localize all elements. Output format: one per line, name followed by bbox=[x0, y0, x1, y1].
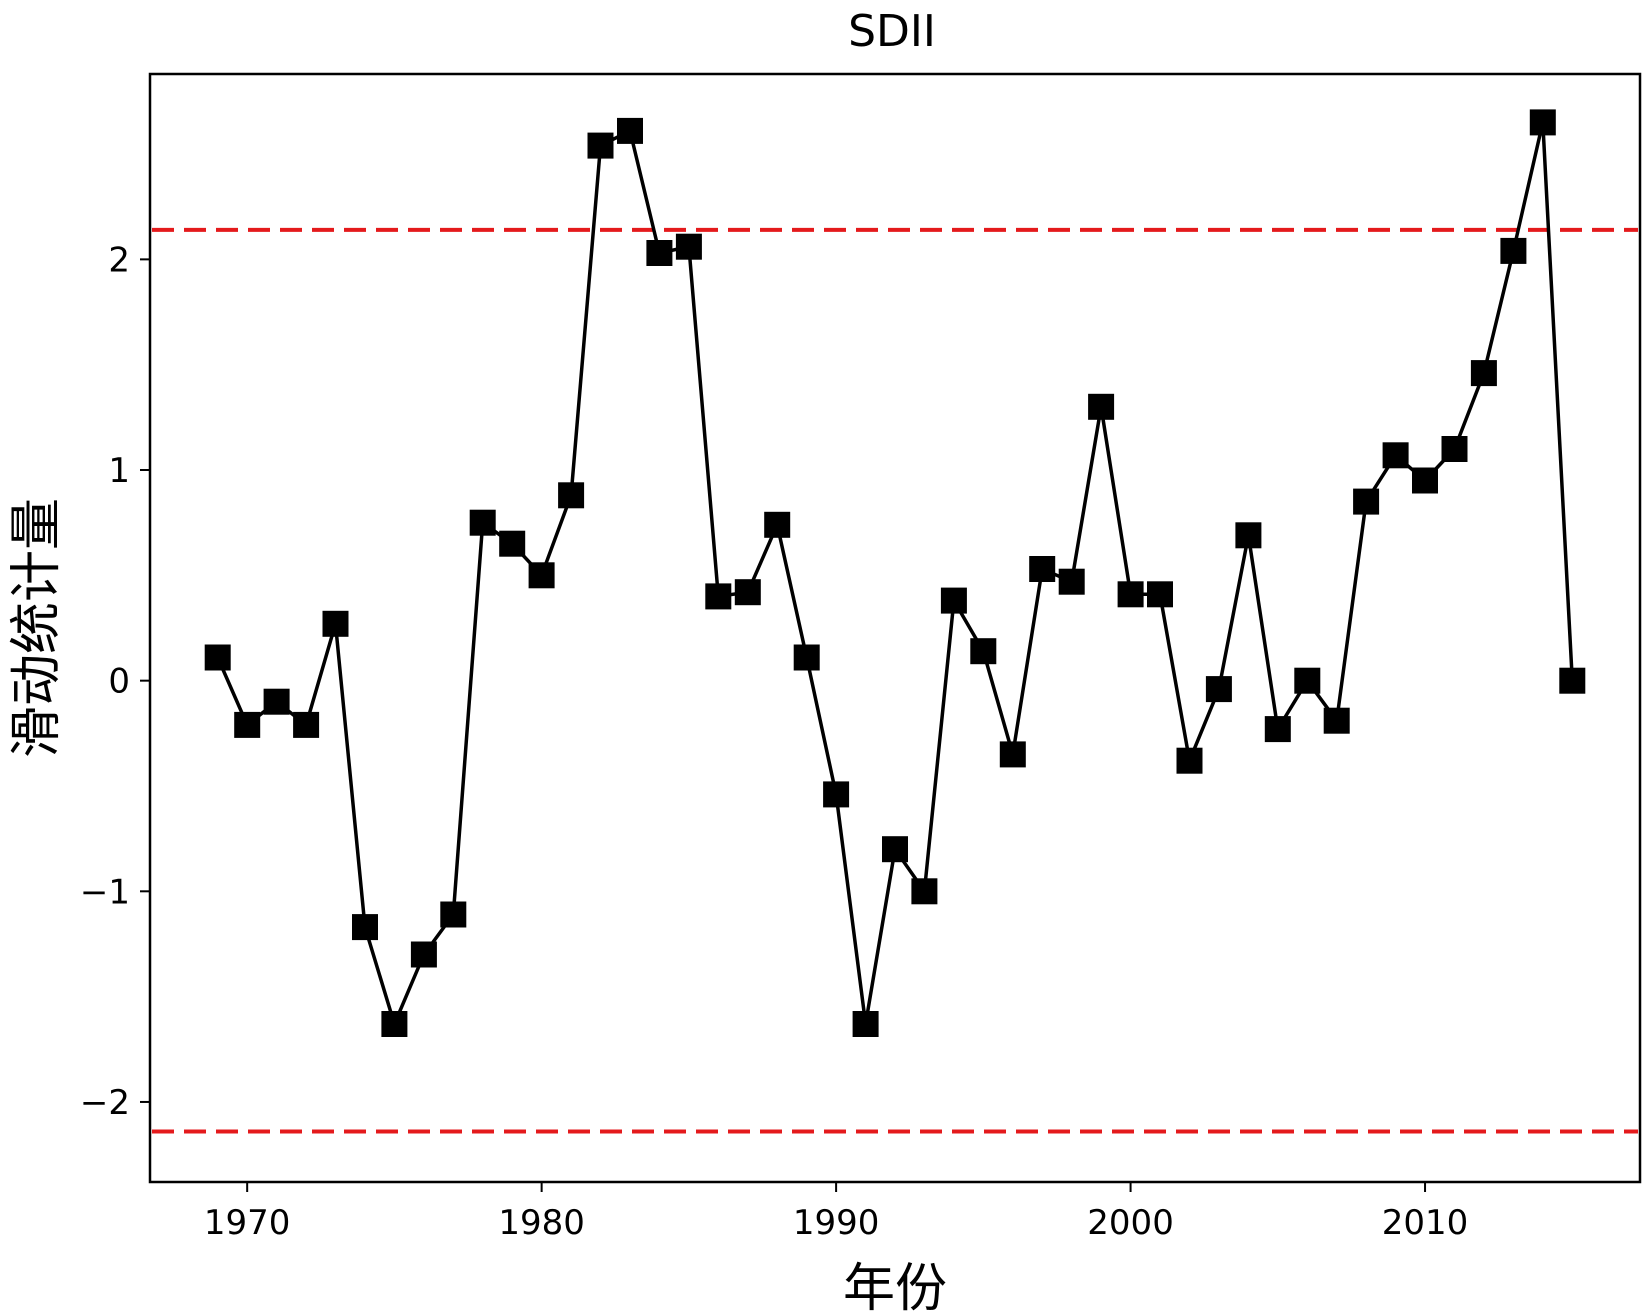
data-point-marker bbox=[1058, 568, 1085, 595]
data-point-marker bbox=[528, 562, 555, 589]
y-tick-label: 0 bbox=[108, 662, 130, 702]
data-point-marker bbox=[293, 711, 320, 738]
data-point-marker bbox=[499, 530, 526, 557]
data-point-marker bbox=[675, 233, 702, 260]
data-point-marker bbox=[970, 638, 997, 665]
x-tick-label: 2010 bbox=[1382, 1203, 1469, 1243]
data-point-marker bbox=[940, 587, 967, 614]
data-point-marker bbox=[1529, 109, 1556, 136]
data-point-marker bbox=[1235, 522, 1262, 549]
data-point-marker bbox=[617, 117, 643, 144]
data-point-marker bbox=[1559, 667, 1586, 694]
data-point-marker bbox=[469, 509, 496, 536]
x-axis-title: 年份 bbox=[843, 1259, 947, 1316]
data-point-marker bbox=[1205, 676, 1232, 703]
data-point-marker bbox=[587, 132, 614, 159]
data-point-marker bbox=[234, 711, 261, 738]
y-tick-label: 1 bbox=[108, 451, 130, 491]
x-tick-label: 1980 bbox=[498, 1203, 585, 1243]
data-point-marker bbox=[1441, 436, 1468, 462]
data-point-marker bbox=[322, 610, 349, 637]
data-point-marker bbox=[1382, 442, 1409, 469]
data-point-marker bbox=[734, 579, 761, 606]
series-line bbox=[216, 120, 1575, 1026]
x-tick-label: 1970 bbox=[204, 1203, 291, 1243]
data-point-marker bbox=[1500, 237, 1527, 264]
data-point-marker bbox=[263, 688, 290, 715]
data-point-marker bbox=[440, 901, 467, 928]
data-point-marker bbox=[1147, 581, 1173, 608]
data-point-marker bbox=[705, 583, 732, 610]
y-axis: −2 −1 0 1 2 bbox=[80, 240, 150, 1123]
y-axis-title: 滑动统计量 bbox=[7, 498, 67, 758]
data-point-marker bbox=[1117, 581, 1144, 608]
y-tick-label: 2 bbox=[108, 240, 130, 280]
data-point-marker bbox=[1029, 556, 1056, 582]
x-axis: 1970 1980 1990 2000 2010 bbox=[204, 1182, 1468, 1243]
plot-area bbox=[152, 109, 1638, 1134]
data-point-marker bbox=[410, 941, 437, 968]
data-point-marker bbox=[646, 240, 673, 266]
data-point-marker bbox=[852, 1011, 879, 1037]
plot-frame bbox=[148, 72, 1642, 1184]
data-point-marker bbox=[1323, 707, 1350, 734]
x-tick-label: 2000 bbox=[1087, 1203, 1174, 1243]
data-point-marker bbox=[352, 914, 378, 941]
data-point-marker bbox=[793, 644, 820, 671]
data-point-marker bbox=[1088, 393, 1115, 420]
y-tick-label: −2 bbox=[80, 1083, 130, 1123]
data-point-marker bbox=[1353, 488, 1380, 515]
data-point-marker bbox=[1176, 747, 1203, 774]
data-point-marker bbox=[911, 878, 938, 905]
data-point-marker bbox=[1412, 467, 1438, 494]
data-point-marker bbox=[381, 1011, 408, 1037]
data-point-marker bbox=[204, 644, 231, 671]
data-point-marker bbox=[1264, 716, 1291, 743]
data-point-marker bbox=[1294, 667, 1321, 694]
data-point-marker bbox=[1470, 360, 1497, 387]
data-point-marker bbox=[558, 482, 585, 509]
data-point-marker bbox=[764, 511, 791, 538]
y-tick-label: −1 bbox=[80, 872, 130, 912]
x-tick-label: 1990 bbox=[793, 1203, 880, 1243]
data-point-marker bbox=[999, 741, 1026, 768]
data-point-marker bbox=[882, 836, 908, 863]
data-point-marker bbox=[823, 781, 850, 808]
chart-title: SDII bbox=[848, 6, 936, 57]
